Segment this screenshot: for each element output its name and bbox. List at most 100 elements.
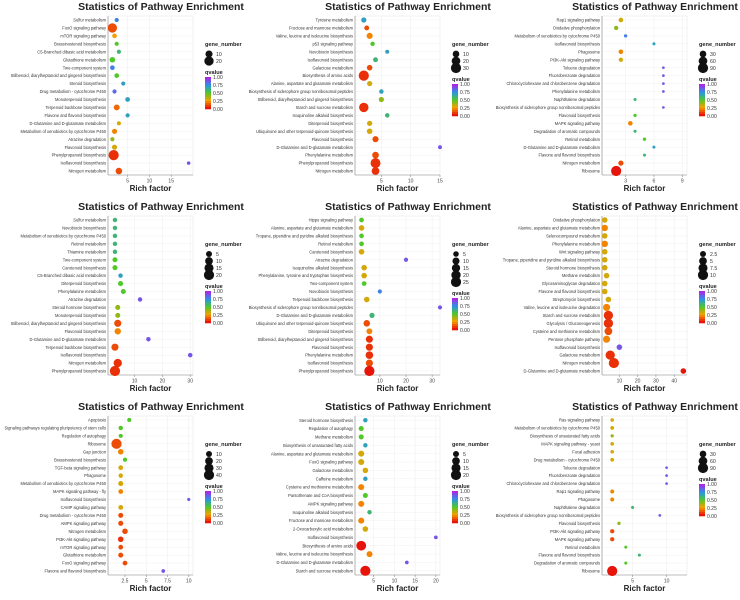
color-legend-swatch <box>205 95 211 98</box>
size-legend-label: 20 <box>216 273 222 279</box>
data-point <box>146 336 151 342</box>
color-legend-swatch <box>205 505 211 508</box>
color-legend-swatch <box>699 504 705 507</box>
data-point <box>610 489 615 494</box>
data-point <box>614 25 619 31</box>
color-legend-swatch <box>452 513 458 516</box>
pathway-label: Isoquinoline alkaloid biosynthesis <box>292 113 353 118</box>
pathway-label: Alanine, aspartate and glutamate metabol… <box>271 451 354 456</box>
color-legend-swatch <box>452 110 458 113</box>
color-legend-swatch <box>699 108 705 111</box>
data-point <box>118 281 124 287</box>
size-legend-label: 10 <box>463 459 469 465</box>
size-legend-dot <box>450 62 462 74</box>
data-point <box>361 272 367 279</box>
size-legend-label: 20 <box>463 273 469 279</box>
data-point <box>662 66 665 70</box>
color-legend-swatch <box>452 505 458 508</box>
pathway-label: Valine, leucine and isoleucine degradati… <box>524 305 601 310</box>
pathway-label: Flavone and flavonol biosynthesis <box>539 153 600 158</box>
data-point <box>117 536 124 543</box>
data-point <box>363 296 370 303</box>
pathway-label: Isoflavonoid biosynthesis <box>307 535 353 540</box>
pathway-label: Oxidative phosphorylation <box>553 218 601 223</box>
pathway-label: Selenocompound metabolism <box>546 233 601 238</box>
color-legend-swatch <box>205 87 211 90</box>
data-point <box>125 113 130 118</box>
data-point <box>366 128 373 135</box>
size-legend-dot <box>699 50 707 58</box>
color-legend-label: 0.50 <box>460 312 470 318</box>
data-point <box>365 351 374 359</box>
pathway-label: Chlorocyclohexane and chlorobenzene degr… <box>506 81 600 86</box>
color-legend-label: 0.50 <box>460 505 470 511</box>
color-legend-swatch <box>205 83 211 86</box>
data-point <box>633 113 637 118</box>
x-tick-label: 10 <box>392 579 398 585</box>
pathway-label: Flavone and flavonol biosynthesis <box>539 289 600 294</box>
data-point <box>115 304 121 310</box>
x-tick-label: 5 <box>380 179 383 185</box>
color-legend-label: 0.00 <box>460 521 470 527</box>
size-legend-label: 20 <box>463 59 469 65</box>
data-point <box>438 145 442 150</box>
data-point <box>601 240 608 248</box>
pathway-label: Isoflavonoid biosynthesis <box>554 345 600 350</box>
data-point <box>118 512 124 518</box>
pathway-label: Atrazine degradation <box>68 137 107 142</box>
data-point <box>114 328 121 335</box>
chart-title: Statistics of Pathway Enrichment <box>78 1 244 13</box>
color-legend-swatch <box>452 320 458 323</box>
pathway-label: Phenylalanine metabolism <box>305 153 353 158</box>
color-legend-swatch <box>452 497 458 500</box>
data-point <box>112 265 118 271</box>
size-legend-label: 30 <box>710 452 716 458</box>
data-point <box>365 335 373 343</box>
color-legend-swatch <box>205 499 211 502</box>
pathway-label: D-Glutamine and D-glutamate metabolism <box>30 337 107 342</box>
color-legend-label: 1.00 <box>460 489 470 495</box>
pathway-label: TGF-beta signaling pathway <box>55 465 107 470</box>
color-legend-swatch <box>699 492 705 495</box>
data-point <box>624 545 628 549</box>
color-legend-swatch <box>699 311 705 314</box>
data-point <box>601 264 608 271</box>
pathway-label: Ribosome <box>582 569 601 574</box>
data-point <box>362 492 368 499</box>
color-legend-swatch <box>205 105 211 108</box>
x-axis-label: Rich factor <box>624 584 666 593</box>
color-legend-swatch <box>452 112 458 115</box>
pathway-label: Glutathione metabolism <box>63 57 107 62</box>
color-legend-title: qvalue <box>699 284 717 290</box>
color-legend-swatch <box>452 509 458 512</box>
pathway-label: Terpenoid backbone biosynthesis <box>292 297 353 302</box>
color-legend-swatch <box>452 318 458 321</box>
data-point <box>610 434 614 438</box>
color-legend-swatch <box>452 503 458 506</box>
x-tick-label: 9 <box>681 179 684 185</box>
data-point <box>604 327 613 336</box>
plot-background <box>107 15 194 176</box>
color-legend-label: 0.75 <box>707 90 717 96</box>
pathway-label: AMPK signaling pathway <box>61 521 107 526</box>
data-point <box>665 466 668 470</box>
pathway-label: Pantothenate and CoA biosynthesis <box>288 493 353 498</box>
chart-title: Statistics of Pathway Enrichment <box>325 401 491 413</box>
color-legend-swatch <box>452 515 458 518</box>
data-point <box>112 249 118 255</box>
pathway-label: Metabolism of xenobiotics by cytochrome … <box>514 426 600 431</box>
color-legend-swatch <box>205 321 211 324</box>
color-legend-swatch <box>452 88 458 91</box>
pathway-label: Alanine, aspartate and glutamate metabol… <box>271 81 354 86</box>
x-tick-label: 10 <box>377 379 383 385</box>
size-legend-dot <box>453 451 459 457</box>
color-legend-swatch <box>205 305 211 308</box>
chart-title: Statistics of Pathway Enrichment <box>325 1 491 13</box>
data-point <box>373 57 378 63</box>
data-point <box>618 160 624 166</box>
color-legend-swatch <box>699 293 705 296</box>
pathway-label: Oxidative phosphorylation <box>553 26 601 31</box>
color-legend-swatch <box>205 89 211 92</box>
pathway-label: Retinol metabolism <box>318 241 353 246</box>
data-point <box>111 343 119 351</box>
